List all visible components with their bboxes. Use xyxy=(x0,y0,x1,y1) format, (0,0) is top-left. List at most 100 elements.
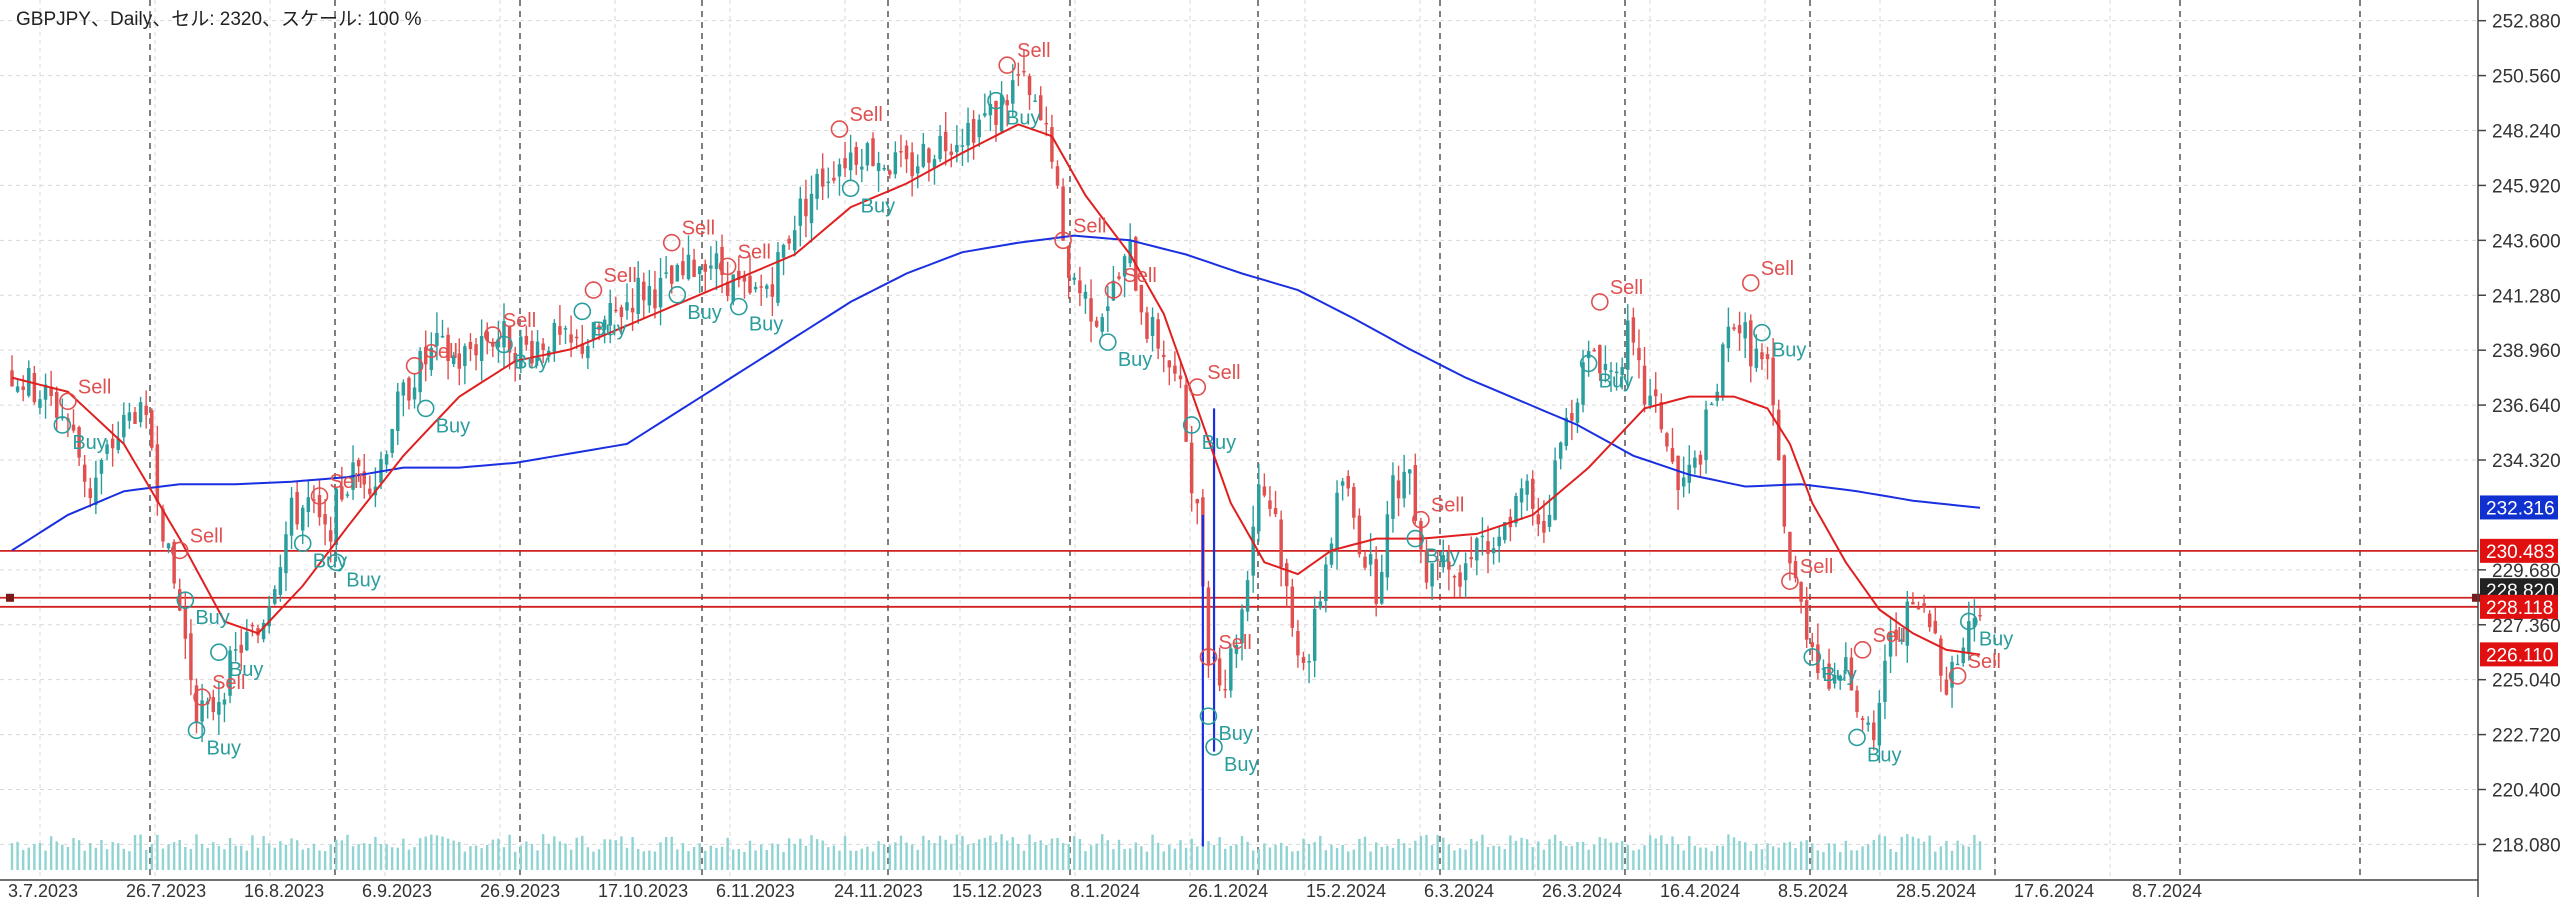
x-tick-label: 26.1.2024 xyxy=(1188,881,1268,897)
volume-bar xyxy=(609,839,612,870)
volume-bar xyxy=(950,843,953,870)
volume-bar xyxy=(1212,844,1216,870)
volume-bar xyxy=(1727,834,1730,870)
volume-bar xyxy=(267,843,271,870)
signal-label: Sell xyxy=(1207,362,1240,384)
volume-bar xyxy=(821,840,824,870)
volume-bar xyxy=(27,847,30,870)
volume-bar xyxy=(1604,838,1607,870)
volume-bar xyxy=(497,838,500,870)
volume-bar xyxy=(335,839,338,870)
volume-bar xyxy=(1945,840,1948,870)
volume-bar xyxy=(363,843,366,870)
signal-label: Buy xyxy=(1218,723,1252,745)
candle-body xyxy=(725,281,730,296)
volume-bar xyxy=(1352,849,1356,870)
candle-body xyxy=(1206,587,1211,664)
volume-bar xyxy=(1889,848,1892,870)
volume-bar xyxy=(1173,848,1177,870)
volume-bar xyxy=(597,849,601,870)
volume-bar xyxy=(1883,836,1887,870)
price-tag-label: 230.483 xyxy=(2486,542,2555,563)
candle-body xyxy=(1229,648,1233,691)
candle-body xyxy=(860,166,864,170)
volume-bar xyxy=(1257,849,1260,870)
price-tag xyxy=(2480,538,2558,563)
volume-bar xyxy=(1414,840,1417,870)
signal-circle xyxy=(53,416,72,434)
volume-bar xyxy=(1710,851,1713,870)
signal-circle xyxy=(998,56,1016,74)
candle-body xyxy=(1167,360,1172,368)
candle-body xyxy=(580,343,585,354)
x-tick-label: 15.2.2024 xyxy=(1306,881,1386,897)
volume-bar xyxy=(452,840,455,870)
horizontal-levels[interactable] xyxy=(0,549,2480,608)
volume-bar xyxy=(61,844,64,870)
candle-body xyxy=(1626,320,1630,370)
candle-body xyxy=(1771,357,1775,406)
signal-circle xyxy=(1182,416,1201,434)
candle-body xyxy=(770,284,775,297)
candle-body xyxy=(1178,375,1183,380)
candle-body xyxy=(1877,702,1882,746)
candle-body xyxy=(1173,365,1177,374)
candle-body xyxy=(597,325,601,330)
candle-body xyxy=(177,589,182,611)
candle-body xyxy=(1005,100,1009,106)
candle-body xyxy=(356,459,361,467)
volume-bar xyxy=(1950,850,1954,870)
volume-bar xyxy=(307,847,310,870)
signal-circle xyxy=(573,302,592,321)
candle-body xyxy=(619,307,624,317)
candle-body xyxy=(1391,475,1395,520)
volume-bar xyxy=(860,848,864,870)
volume-bar xyxy=(1229,845,1233,870)
candle-body xyxy=(189,633,193,681)
volume-bar xyxy=(441,836,444,870)
candle-body xyxy=(88,488,93,499)
signal-label: Buy xyxy=(1425,546,1459,568)
volume-bar xyxy=(172,842,176,870)
volume-bar xyxy=(553,836,556,870)
volume-bar xyxy=(1900,836,1903,870)
volume-bar xyxy=(167,844,170,870)
volume-bar xyxy=(72,837,75,870)
signal-circle xyxy=(1099,333,1117,351)
moving-average-fast xyxy=(11,123,1981,656)
signal-label: Buy xyxy=(207,737,241,759)
candle-body xyxy=(463,346,467,367)
candle-body xyxy=(1027,75,1032,96)
volume-bar xyxy=(894,842,897,870)
candle-body xyxy=(709,265,713,269)
signal-markers: SellBuySellBuySellBuyBuySellBuyBuySellBu… xyxy=(53,40,2013,776)
candle-body xyxy=(809,193,814,224)
candle-body xyxy=(1704,409,1708,460)
volume-bar xyxy=(1123,848,1126,870)
volume-bar xyxy=(374,836,377,870)
volume-bar xyxy=(927,840,931,870)
signal-label: Buy xyxy=(1006,108,1040,130)
volume-bar xyxy=(1190,838,1193,870)
candle-body xyxy=(1967,621,1971,653)
volume-bar xyxy=(66,846,70,870)
candle-body xyxy=(563,328,568,330)
volume-bar xyxy=(1676,844,1680,870)
time-axis: 3.7.2023 26.7.2023 16.8.2023 6.9.2023 26.9.2… xyxy=(8,881,2202,897)
signal-label: Sell xyxy=(1761,258,1794,280)
signal-label: Sell xyxy=(1431,495,1464,517)
candle-body xyxy=(1329,543,1334,565)
candle-body xyxy=(300,507,305,531)
volume-bar xyxy=(240,845,243,870)
candle-body xyxy=(876,162,881,172)
signal-circle xyxy=(170,541,189,560)
volume-bar xyxy=(877,841,880,870)
candle-body xyxy=(513,352,517,362)
volume-bar xyxy=(212,842,215,870)
candle-body xyxy=(1743,322,1747,339)
x-tick-label: 6.9.2023 xyxy=(362,881,432,897)
signal-circle xyxy=(1848,728,1866,747)
candle-body xyxy=(1525,480,1529,495)
